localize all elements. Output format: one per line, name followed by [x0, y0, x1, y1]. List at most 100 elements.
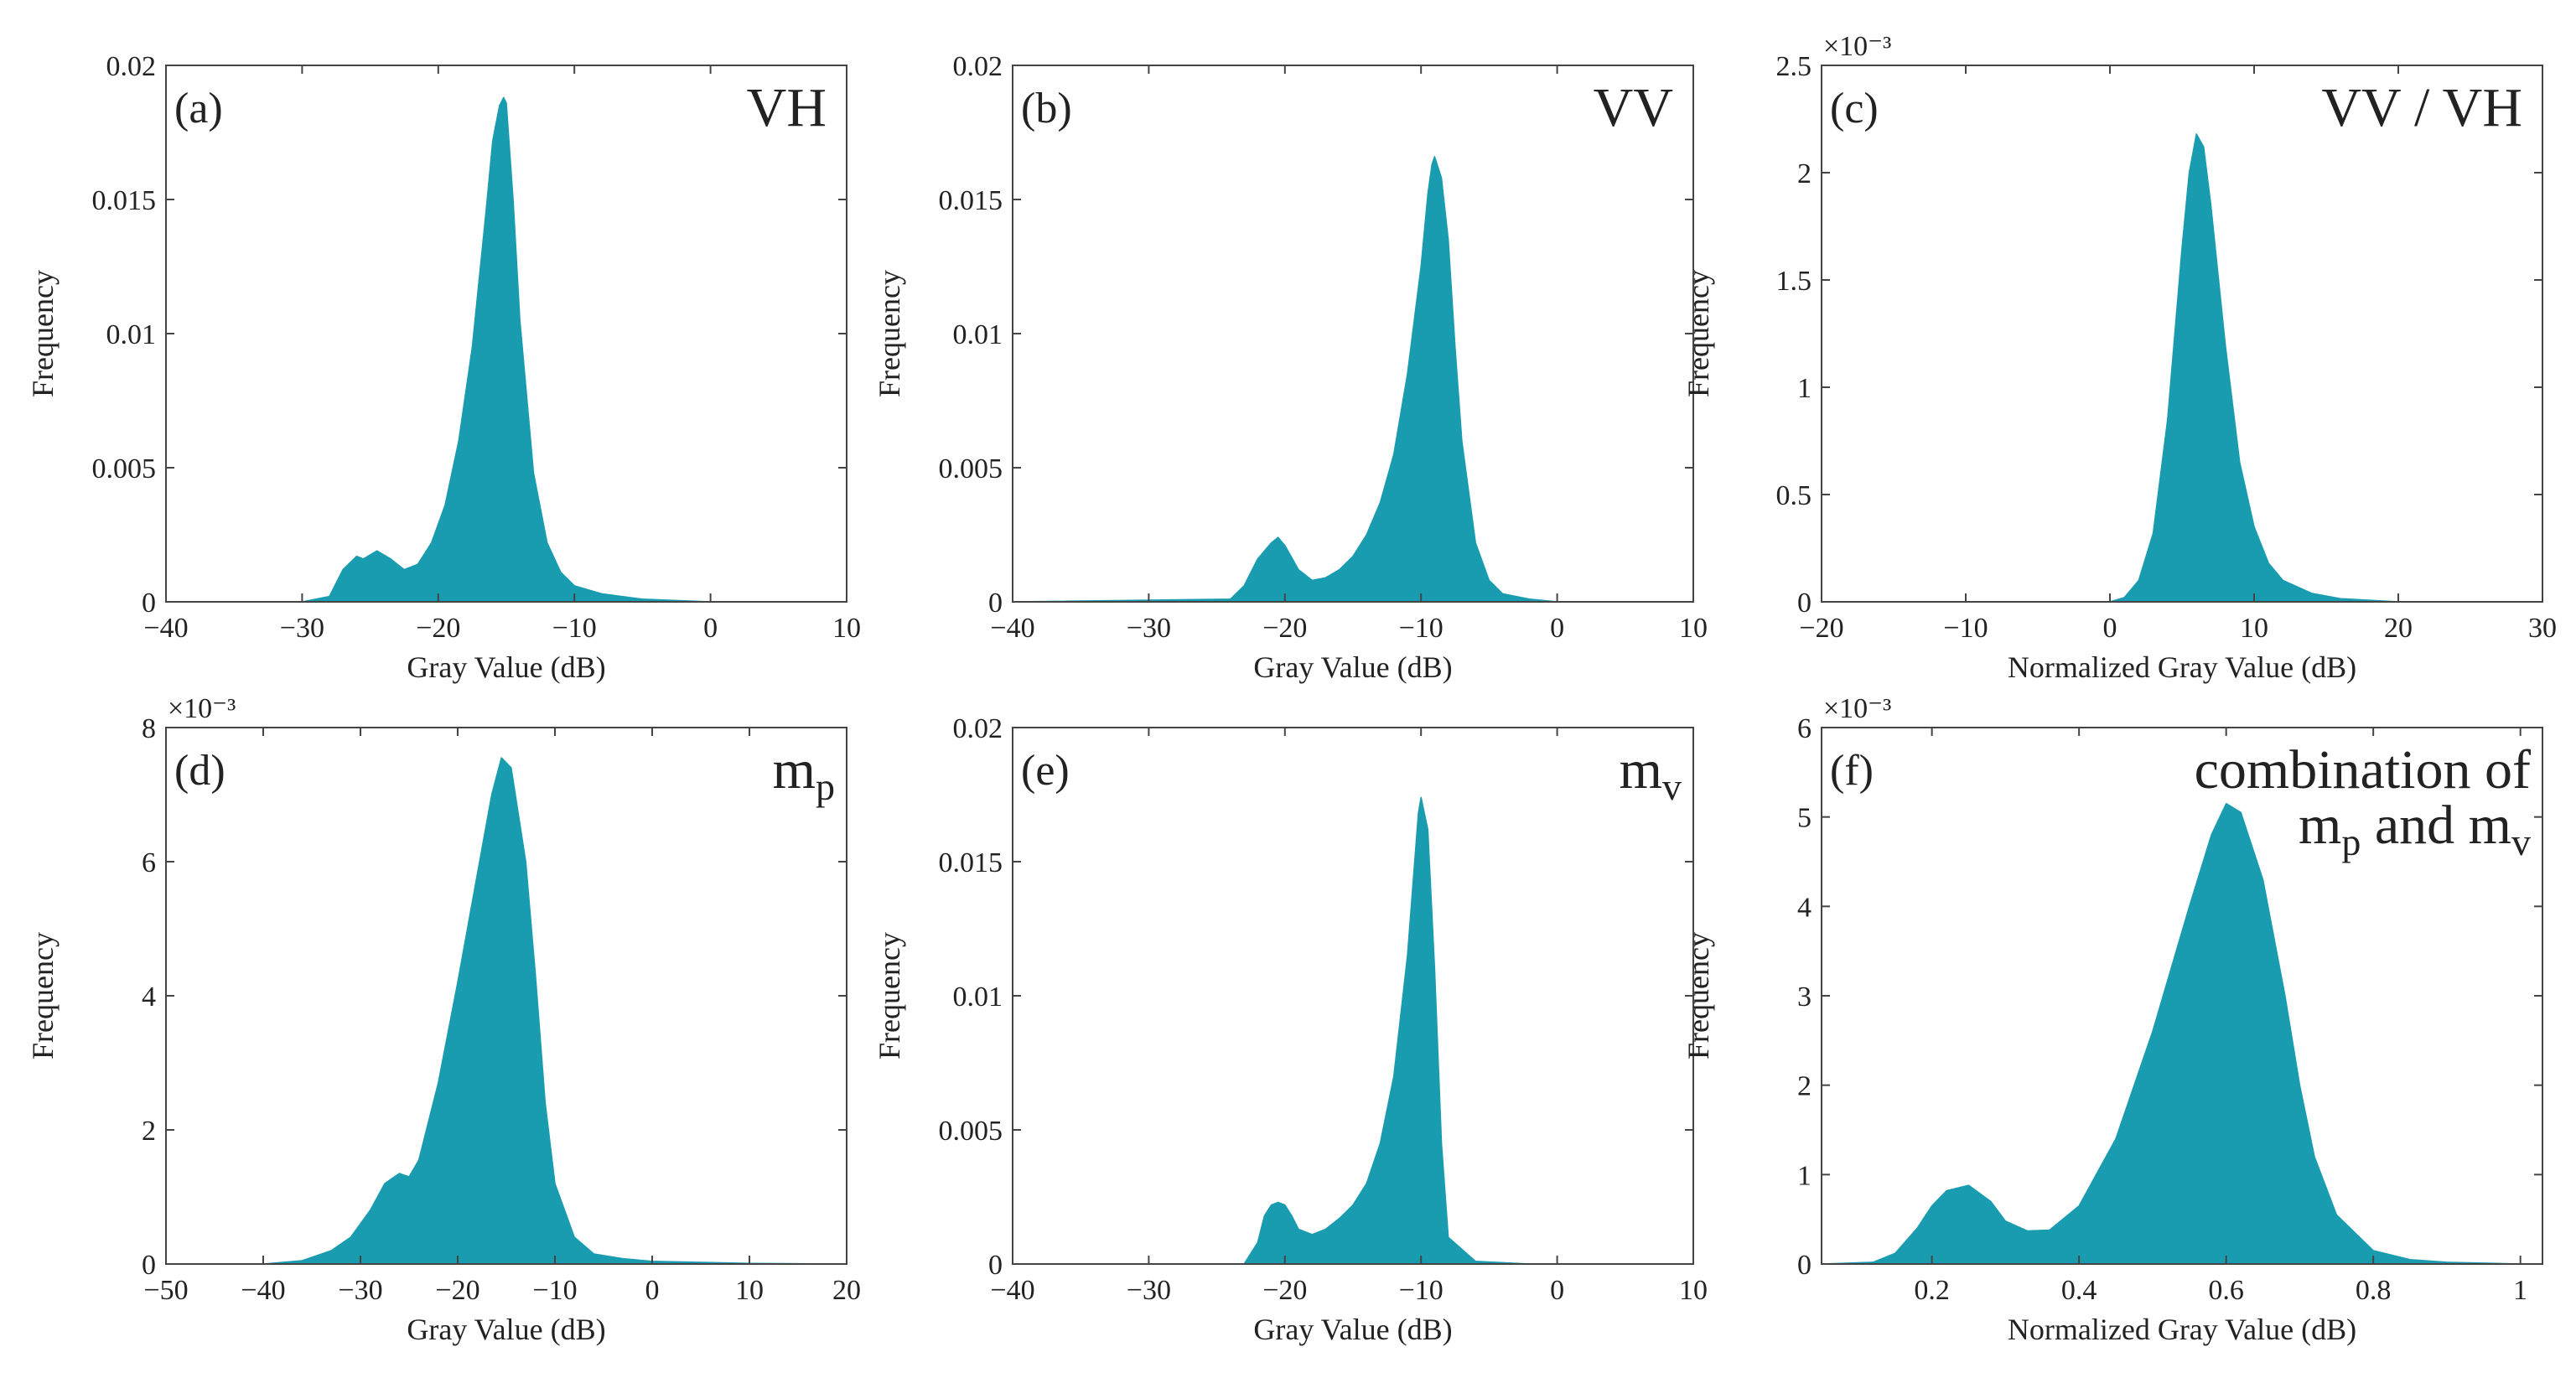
x-tick-label: 0.8 — [2356, 1275, 2392, 1306]
y-tick-label: 6 — [1797, 713, 1811, 744]
variable-label: combination of — [2195, 739, 2531, 800]
variable-label: mp — [773, 739, 835, 808]
y-tick-label: 0.005 — [939, 453, 1003, 484]
x-tick-label: −50 — [143, 1275, 188, 1306]
x-tick-label: 0 — [1550, 613, 1564, 644]
y-tick-label: 0.015 — [939, 847, 1003, 878]
y-tick-label: 0.01 — [953, 319, 1003, 350]
variable-label: VV / VH — [2321, 77, 2522, 138]
y-axis-label: Frequency — [1682, 270, 1715, 397]
x-tick-label: −10 — [1943, 613, 1988, 644]
x-tick-label: 0.2 — [1914, 1275, 1950, 1306]
panel-letter: (b) — [1021, 85, 1072, 132]
panel-letter: (c) — [1830, 85, 1879, 132]
x-tick-label: −40 — [143, 613, 188, 644]
y-tick-label: 4 — [142, 982, 156, 1013]
y-tick-label: 0 — [1797, 1250, 1811, 1281]
x-tick-label: 30 — [2528, 613, 2557, 644]
y-tick-label: 1 — [1797, 1160, 1811, 1191]
x-tick-label: 20 — [2384, 613, 2413, 644]
panel-letter: (a) — [174, 85, 223, 132]
y-tick-label: 1.5 — [1776, 266, 1812, 297]
y-tick-label: 8 — [142, 713, 156, 744]
x-tick-label: 10 — [1679, 1275, 1708, 1306]
y-tick-label: 5 — [1797, 803, 1811, 834]
y-tick-label: 0.015 — [92, 185, 157, 216]
x-tick-label: 0 — [2103, 613, 2117, 644]
label-part: m — [2299, 795, 2341, 856]
variable-label: VV — [1594, 77, 1673, 138]
label-part: and m — [2361, 795, 2511, 856]
chart-panel-d: −50 −40 −30 −20 −10 0 10 20 0 2 4 6 8 Gray Value (dB)… — [26, 693, 861, 1346]
y-tick-label: 0 — [1797, 588, 1811, 619]
x-axis-label: Gray Value (dB) — [407, 650, 605, 684]
x-tick-label: −30 — [1127, 613, 1171, 644]
panel-letter: (f) — [1830, 747, 1874, 795]
y-tick-label: 2 — [1797, 1071, 1811, 1102]
y-tick-label: 0 — [142, 588, 156, 619]
label-part: m — [773, 739, 816, 800]
x-tick-label: −10 — [552, 613, 597, 644]
y-tick-label: 0.02 — [953, 51, 1003, 82]
distribution-area — [1821, 802, 2543, 1265]
y-tick-label: 0.01 — [953, 982, 1003, 1013]
panel-letter: (d) — [174, 747, 225, 795]
x-axis-label: Normalized Gray Value (dB) — [2008, 650, 2356, 684]
y-tick-label: 0.02 — [106, 51, 157, 82]
chart-panel-a: −40 −30 −20 −10 0 10 0 0.005 0.01 0.015 0.02 Gray V… — [26, 51, 861, 684]
x-tick-label: −30 — [280, 613, 324, 644]
x-tick-label: −30 — [1127, 1275, 1171, 1306]
y-tick-label: 0.005 — [939, 1116, 1003, 1147]
plot-frame — [1821, 65, 2543, 603]
variable-label-line2: mp and mv — [2299, 795, 2531, 863]
distribution-area — [165, 96, 847, 603]
y-tick-label: 0.5 — [1776, 480, 1812, 511]
subscript: p — [816, 765, 835, 808]
x-axis-label: Gray Value (dB) — [1253, 1313, 1452, 1346]
x-tick-label: −20 — [1799, 613, 1843, 644]
distribution-area — [165, 757, 847, 1265]
x-tick-label: −20 — [416, 613, 460, 644]
x-tick-label: 10 — [1679, 613, 1708, 644]
y-tick-label: 0 — [988, 1250, 1003, 1281]
x-tick-label: −30 — [338, 1275, 382, 1306]
x-tick-label: −40 — [990, 613, 1034, 644]
x-tick-label: 0.6 — [2208, 1275, 2244, 1306]
y-tick-label: 0.01 — [106, 319, 157, 350]
y-tick-label: 2.5 — [1776, 51, 1812, 82]
y-tick-label: 0.005 — [92, 453, 157, 484]
label-part: m — [1620, 739, 1662, 800]
x-tick-label: 0 — [1550, 1275, 1564, 1306]
y-axis-label: Frequency — [873, 270, 906, 397]
x-tick-label: 0 — [703, 613, 718, 644]
y-tick-label: 0 — [988, 588, 1003, 619]
chart-panel-b: −40 −30 −20 −10 0 10 0 0.005 0.01 0.015 0.02 Gray V… — [873, 51, 1708, 684]
x-tick-label: 10 — [832, 613, 861, 644]
y-tick-label: 4 — [1797, 892, 1811, 923]
x-tick-label: −20 — [1262, 1275, 1307, 1306]
chart-panel-c: −20 −10 0 10 20 30 0 0.5 1 1.5 2 2.5 Normalized Gray… — [1682, 31, 2557, 684]
distribution-area — [1012, 796, 1694, 1265]
panel-letter: (e) — [1021, 747, 1070, 795]
x-tick-label: 10 — [2240, 613, 2268, 644]
distribution-area — [1821, 133, 2543, 603]
x-tick-label: −40 — [241, 1275, 285, 1306]
subscript: p — [2341, 821, 2361, 863]
y-tick-label: 0.02 — [953, 713, 1003, 744]
x-tick-label: 20 — [832, 1275, 861, 1306]
y-axis-label: Frequency — [1682, 932, 1715, 1059]
chart-panel-e: −40 −30 −20 −10 0 10 0 0.005 0.01 0.015 0.02 Gray V… — [873, 713, 1708, 1346]
subscript: v — [2511, 821, 2531, 863]
x-axis-label: Gray Value (dB) — [407, 1313, 605, 1346]
x-tick-label: 1 — [2513, 1275, 2527, 1306]
y-multiplier: ×10⁻³ — [1823, 31, 1891, 62]
distribution-area — [1012, 156, 1694, 603]
y-axis-label: Frequency — [873, 932, 906, 1059]
x-tick-label: −10 — [1399, 613, 1443, 644]
x-tick-label: −10 — [1399, 1275, 1443, 1306]
y-tick-label: 3 — [1797, 982, 1811, 1013]
x-axis-label: Normalized Gray Value (dB) — [2008, 1313, 2356, 1346]
x-axis-label: Gray Value (dB) — [1253, 650, 1452, 684]
